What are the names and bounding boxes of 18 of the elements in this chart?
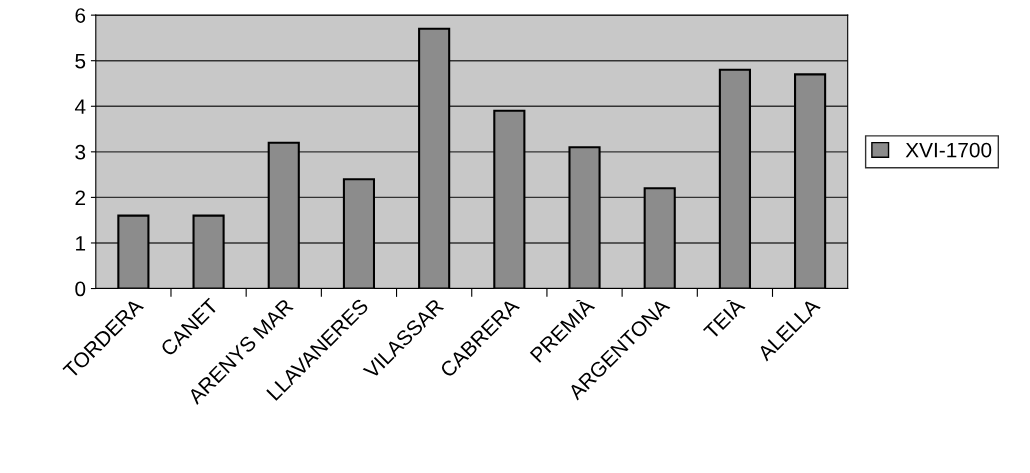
y-tick-label: 3 — [75, 144, 86, 160]
y-tick-label: 0 — [75, 281, 86, 297]
bar — [192, 214, 225, 289]
y-tick-label: 2 — [75, 190, 86, 205]
legend-label: XVI-1700 — [905, 142, 992, 158]
bar — [718, 68, 751, 289]
y-tick-label: 5 — [75, 53, 86, 69]
y-tick-label: 4 — [74, 99, 86, 114]
bar — [643, 187, 676, 289]
bar — [418, 27, 451, 289]
bar — [267, 141, 300, 289]
bar — [117, 214, 150, 289]
bar — [493, 109, 526, 289]
y-tick-label: 1 — [76, 236, 86, 251]
bar — [342, 178, 376, 289]
bar — [568, 146, 601, 289]
y-tick-label: 6 — [75, 8, 86, 23]
bar — [794, 73, 827, 289]
